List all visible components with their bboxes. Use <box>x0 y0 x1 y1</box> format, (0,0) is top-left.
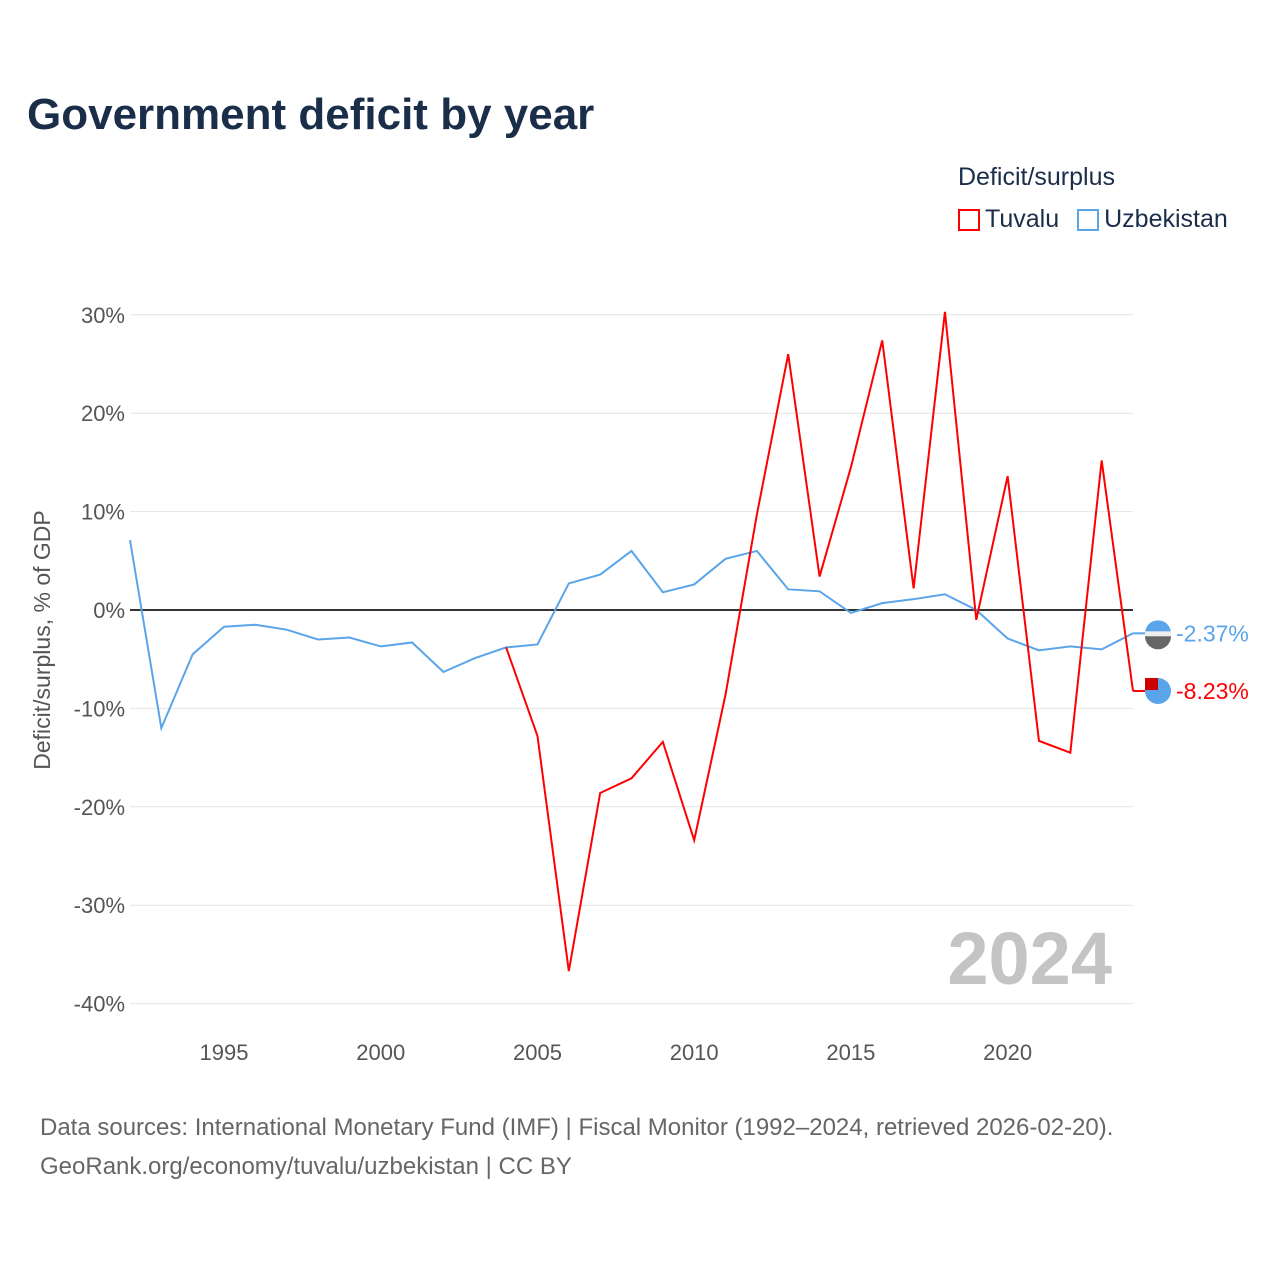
x-tick-label: 2010 <box>670 1040 719 1065</box>
y-tick-label: -20% <box>74 795 125 820</box>
end-value-label: -2.37% <box>1176 620 1249 646</box>
gridlines <box>130 314 1133 1005</box>
legend-label: Uzbekistan <box>1104 205 1228 233</box>
y-tick-label: -30% <box>74 893 125 918</box>
legend-swatch-uzbekistan <box>1077 208 1100 231</box>
x-tick-label: 2000 <box>356 1040 405 1065</box>
chart-title: Government deficit by year <box>27 90 595 139</box>
y-tick-label: 0% <box>93 598 125 623</box>
series-line-tuvalu <box>505 311 1134 972</box>
legend-swatch-tuvalu <box>958 208 980 231</box>
end-value-label: -8.23% <box>1176 678 1249 704</box>
series-line-uzbekistan <box>129 539 1134 732</box>
series-lines <box>129 311 1134 972</box>
x-tick-label: 2005 <box>513 1040 562 1065</box>
legend: Tuvalu Uzbekistan <box>958 205 1228 234</box>
y-tick-label: -40% <box>74 992 125 1017</box>
x-tick-label: 1995 <box>200 1040 249 1065</box>
legend-title: Deficit/surplus <box>958 163 1115 191</box>
legend-item-tuvalu[interactable]: Tuvalu <box>958 205 1059 234</box>
y-tick-label: 20% <box>81 401 125 426</box>
end-labels: -2.37% -8.23% <box>1133 620 1249 704</box>
y-tick-label: -10% <box>74 696 125 721</box>
source-line: Data sources: International Monetary Fun… <box>40 1114 1114 1141</box>
x-tick-label: 2015 <box>826 1040 875 1065</box>
y-tick-label: 30% <box>81 303 125 328</box>
x-axis-ticks: 1995 2000 2005 2010 2015 2020 <box>200 1040 1033 1065</box>
flag-stripe <box>1145 631 1171 637</box>
watermark-year: 2024 <box>947 917 1112 1000</box>
y-tick-label: 10% <box>81 500 125 525</box>
legend-item-uzbekistan[interactable]: Uzbekistan <box>1077 205 1228 234</box>
source-note: Data sources: International Monetary Fun… <box>40 1108 1113 1186</box>
line-chart: 30% 20% 10% 0% -10% -20% -30% -40% 1995 2000 2005… <box>29 303 1249 1065</box>
y-axis-label: Deficit/surplus, % of GDP <box>29 510 55 769</box>
flag-stripe <box>1145 636 1171 650</box>
x-tick-label: 2020 <box>983 1040 1032 1065</box>
source-link[interactable]: GeoRank.org/economy/tuvalu/uzbekistan | … <box>40 1153 572 1180</box>
flag-canton <box>1145 677 1158 690</box>
y-axis-ticks: 30% 20% 10% 0% -10% -20% -30% -40% <box>74 303 125 1017</box>
legend-label: Tuvalu <box>985 205 1060 233</box>
